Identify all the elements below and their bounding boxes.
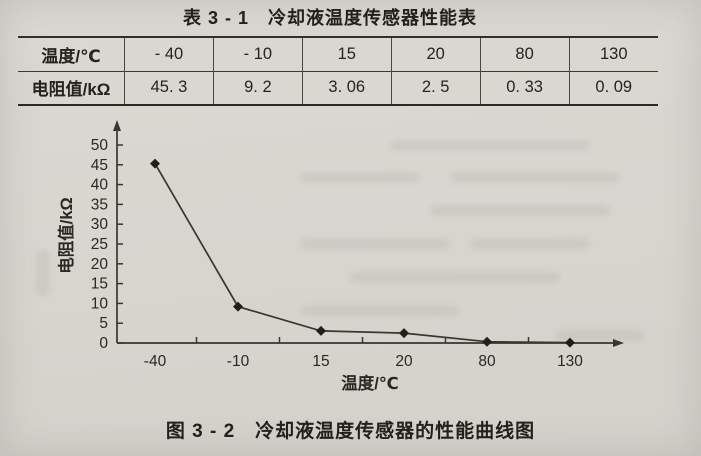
- bleed-through-smudge: [300, 172, 420, 183]
- resistance-cell: 9. 2: [212, 71, 303, 105]
- x-tick-label: 20: [395, 353, 413, 370]
- row-header-temperature: 温度/℃: [41, 46, 101, 66]
- x-tick-label: -10: [227, 353, 250, 370]
- y-tick-label: 45: [91, 157, 108, 174]
- temperature-cell: - 40: [124, 37, 214, 71]
- y-tick-label: 25: [91, 236, 108, 253]
- bleed-through-smudge: [300, 238, 450, 249]
- bleed-through-smudge: [555, 330, 645, 341]
- data-point-marker: [150, 158, 160, 169]
- y-tick-label: 30: [91, 216, 109, 233]
- bleed-through-smudge: [450, 172, 620, 183]
- bleed-through-smudge: [470, 238, 590, 249]
- x-axis-arrow: [613, 339, 624, 347]
- data-point-marker: [316, 325, 326, 336]
- y-tick-label: 15: [91, 276, 108, 293]
- y-tick-label: 0: [99, 335, 108, 352]
- bleed-through-smudge: [300, 305, 460, 316]
- resistance-cell: 45. 3: [124, 71, 214, 105]
- temperature-cell: 20: [390, 37, 481, 71]
- resistance-curve: [154, 163, 571, 344]
- resistance-cell: 0. 33: [479, 71, 570, 105]
- table-row-resistance: 电阻值/kΩ 45. 3 9. 2 3. 06 2. 5 0. 33 0. 09: [18, 71, 658, 105]
- y-tick-label: 20: [91, 256, 109, 273]
- x-axis-title: 温度/℃: [341, 373, 399, 393]
- y-tick-label: 50: [91, 137, 109, 154]
- performance-curve-chart: 0 5 10 15 20 25 30 35 40 45 50 -40 -10 15 20 80 130 温度/℃ 电…: [56, 120, 624, 393]
- x-tick-label: 15: [312, 353, 329, 370]
- resistance-cell: 0. 09: [568, 71, 658, 105]
- table-row-temperature: 温度/℃ - 40- 10 15 20 80 130: [18, 37, 658, 71]
- data-point-marker: [565, 337, 575, 348]
- temperature-cell: 80: [479, 37, 570, 71]
- y-tick-label: 35: [91, 196, 108, 213]
- bleed-through-smudge: [430, 205, 610, 216]
- bleed-through-smudge: [390, 140, 590, 151]
- y-tick-label: 40: [91, 177, 109, 194]
- x-tick-label: 130: [557, 353, 583, 370]
- temperature-cell: - 10: [212, 37, 303, 71]
- data-point-marker: [399, 328, 409, 339]
- x-tick-label: -40: [144, 353, 167, 370]
- resistance-cell: 3. 06: [301, 71, 392, 105]
- data-point-marker: [233, 301, 243, 312]
- resistance-cell: 2. 5: [390, 71, 481, 105]
- x-tick-label: 80: [478, 353, 496, 370]
- row-header-resistance: 电阻值/kΩ: [31, 80, 111, 100]
- temperature-cell: 15: [301, 37, 392, 71]
- y-axis-title: 电阻值/kΩ: [56, 197, 76, 274]
- y-axis-arrow: [113, 120, 121, 131]
- temperature-cell: 130: [568, 37, 658, 71]
- figure-caption: 图 3 - 2 冷却液温度传感器的性能曲线图: [165, 421, 536, 442]
- y-tick-label: 5: [99, 315, 108, 332]
- y-tick-label: 10: [91, 295, 109, 312]
- bleed-through-smudge: [350, 272, 560, 283]
- data-point-marker: [482, 336, 492, 347]
- table-title: 表 3 - 1 冷却液温度传感器性能表: [182, 8, 478, 28]
- bleed-through-smudge: [36, 250, 50, 296]
